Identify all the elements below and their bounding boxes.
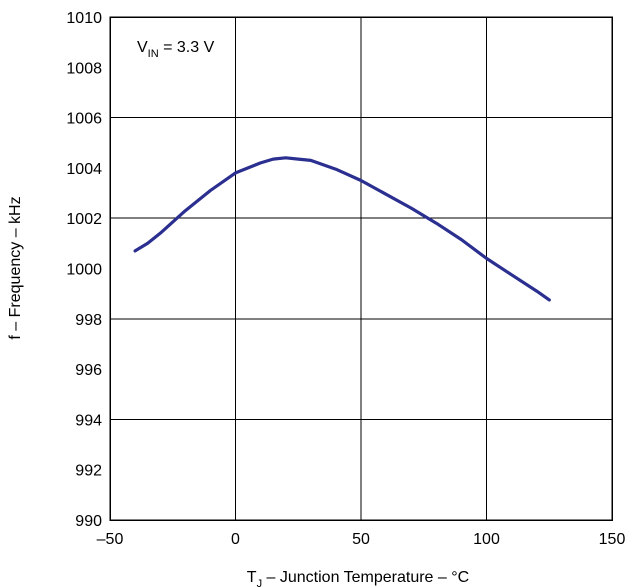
y-tick-label: 994 <box>75 412 102 429</box>
y-tick-label: 992 <box>75 463 102 480</box>
frequency-series-line <box>133 156 551 302</box>
x-axis-label: TJ – Junction Temperature – °C <box>247 569 469 588</box>
x-tick-label: –50 <box>97 531 124 548</box>
annotation-main: V <box>137 39 148 56</box>
y-tick-label: 1006 <box>66 111 102 128</box>
annotation-vin: VIN = 3.3 V <box>137 39 215 60</box>
y-tick-labels: 990 992 994 996 998 1000 1002 1004 1006 1008 1010 <box>66 10 102 530</box>
x-axis-label-subscript: J <box>257 578 263 588</box>
y-tick-label: 1004 <box>66 161 102 178</box>
y-axis-label: f – Frequency – kHz <box>7 196 24 339</box>
annotation-subscript: IN <box>148 48 159 60</box>
y-tick-label: 1000 <box>66 262 102 279</box>
y-tick-label: 996 <box>75 362 102 379</box>
y-tick-label: 998 <box>75 312 102 329</box>
x-tick-label: 150 <box>599 531 626 548</box>
x-axis-label-main: T <box>247 569 257 586</box>
plot-frame <box>109 16 613 521</box>
x-tick-label: 0 <box>231 531 240 548</box>
x-tick-labels: –50 0 50 100 150 <box>97 531 626 548</box>
annotation-rest: = 3.3 V <box>159 39 215 56</box>
y-tick-label: 1010 <box>66 10 102 27</box>
x-tick-label: 100 <box>473 531 500 548</box>
y-tick-label: 1008 <box>66 60 102 77</box>
x-tick-label: 50 <box>352 531 370 548</box>
y-tick-label: 990 <box>75 513 102 530</box>
x-axis-label-rest: – Junction Temperature – °C <box>262 569 469 586</box>
y-tick-label: 1002 <box>66 211 102 228</box>
grid <box>109 16 613 521</box>
plot-area <box>133 156 551 302</box>
